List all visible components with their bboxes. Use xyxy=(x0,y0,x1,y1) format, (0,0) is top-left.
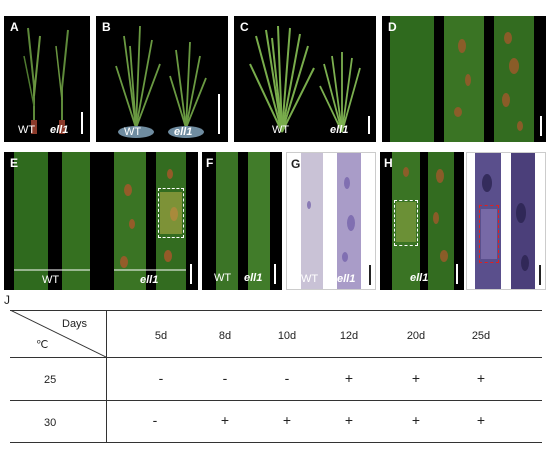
panel-a-letter: A xyxy=(10,20,19,34)
panel-a: A WT ell1 xyxy=(4,16,90,142)
table-col-header: 8d xyxy=(218,330,232,342)
table-rule-top xyxy=(10,310,542,311)
table-corner-temp: ℃ xyxy=(36,339,49,351)
panel-g-letter: G xyxy=(291,157,301,171)
table-rule-header xyxy=(10,357,542,358)
table-cell: + xyxy=(282,412,292,428)
panel-b-mutant-label: ell1 xyxy=(174,126,193,138)
panel-a-image xyxy=(23,27,69,134)
table-cell: + xyxy=(344,412,354,428)
table-col-header: 5d xyxy=(154,330,168,342)
panel-a-scale-bar xyxy=(81,112,83,134)
table-corner-diagonal xyxy=(10,310,106,357)
panel-f-wt-label: WT xyxy=(214,272,232,284)
table-col-header: 25d xyxy=(471,330,491,342)
panel-h-image xyxy=(392,152,454,290)
panel-f-scale-bar xyxy=(274,264,276,284)
table-cell: + xyxy=(344,370,354,386)
panel-h-highlight-box xyxy=(394,200,418,246)
table-rule-bottom xyxy=(10,442,542,443)
panel-c-wt-label: WT xyxy=(272,124,290,136)
table-corner-days: Days xyxy=(62,318,88,330)
table-cell: - xyxy=(158,370,164,386)
table-cell: + xyxy=(476,370,486,386)
table-cell: - xyxy=(152,412,158,428)
panel-d-letter: D xyxy=(388,20,397,34)
panel-b-letter: B xyxy=(102,20,111,34)
panel-e-wt-label: WT xyxy=(42,274,60,286)
panel-c-letter: C xyxy=(240,20,249,34)
panel-b-image xyxy=(115,25,207,138)
panel-h-letter: H xyxy=(384,156,393,170)
table-cell: - xyxy=(284,370,290,386)
table-col-header: 20d xyxy=(406,330,426,342)
panel-g-image xyxy=(301,153,361,289)
table-row-temp: 25 xyxy=(44,374,57,386)
table-col-header: 12d xyxy=(339,330,359,342)
panel-h: H ell1 xyxy=(380,152,464,290)
panel-e-letter: E xyxy=(10,156,19,170)
table-cell: + xyxy=(220,412,230,428)
panel-e-image xyxy=(14,152,186,290)
panel-e-scale-bar xyxy=(190,264,192,284)
panel-d: D xyxy=(382,16,546,142)
panel-b-wt-label: WT xyxy=(124,126,142,138)
table-divider xyxy=(106,310,107,442)
table-cell: + xyxy=(476,412,486,428)
panel-g: G WT ell1 xyxy=(286,152,376,290)
panel-e-mutant-label: ell1 xyxy=(140,274,159,286)
table-row-temp: 30 xyxy=(44,417,57,429)
panel-c: C WT ell1 xyxy=(234,16,376,142)
panel-d-image xyxy=(390,16,534,142)
panel-g-wt-label: WT xyxy=(301,273,319,285)
panel-f-mutant-label: ell1 xyxy=(244,272,263,284)
panel-j-letter: J xyxy=(4,293,10,307)
table-cell: + xyxy=(411,412,421,428)
panel-f-image xyxy=(216,152,270,290)
panel-h-mutant-label: ell1 xyxy=(410,272,429,284)
panel-g-mutant-label: ell1 xyxy=(337,273,356,285)
panel-a-mutant-label: ell1 xyxy=(50,124,69,136)
table-rule-row xyxy=(10,400,542,401)
table-cell: - xyxy=(222,370,228,386)
panel-b: B WT ell1 xyxy=(96,16,228,142)
panel-f: F WT ell1 xyxy=(202,152,282,290)
panel-g-scale-bar xyxy=(369,265,371,285)
panel-f-letter: F xyxy=(206,156,214,170)
panel-c-image xyxy=(249,25,361,133)
panel-b-scale-bar xyxy=(218,94,220,134)
table-col-header: 10d xyxy=(277,330,297,342)
panel-i: I xyxy=(466,152,546,290)
panel-i-highlight-box xyxy=(479,205,499,263)
panel-e-highlight-box xyxy=(158,188,184,238)
table-cell: + xyxy=(411,370,421,386)
panel-i-letter: I xyxy=(471,157,475,171)
panel-i-scale-bar xyxy=(539,265,541,285)
panel-h-scale-bar xyxy=(456,264,458,284)
panel-e: E WT ell1 xyxy=(4,152,198,290)
panel-c-scale-bar xyxy=(368,116,370,134)
panel-d-scale-bar xyxy=(540,116,542,136)
panel-a-wt-label: WT xyxy=(18,124,36,136)
panel-c-mutant-label: ell1 xyxy=(330,124,349,136)
